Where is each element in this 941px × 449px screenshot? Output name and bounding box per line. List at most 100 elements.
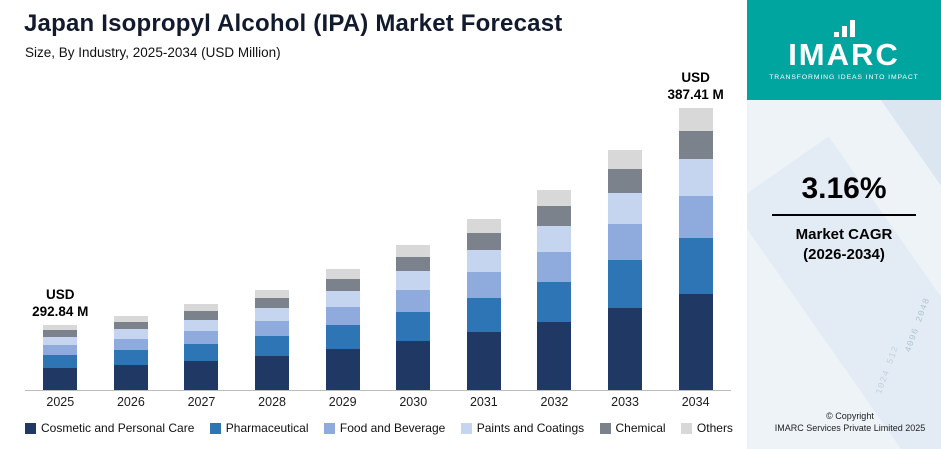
bar-segment-chemical bbox=[43, 330, 78, 337]
bar-segment-food-and-beverage bbox=[255, 321, 290, 336]
logo-bar bbox=[849, 20, 855, 37]
bar-segment-chemical bbox=[184, 311, 219, 320]
bar-column-2031 bbox=[449, 219, 520, 390]
bar-segment-food-and-beverage bbox=[184, 331, 219, 344]
bar-segment-pharmaceutical bbox=[255, 336, 290, 356]
bar-segment-others bbox=[608, 150, 643, 169]
x-axis-label-2028: 2028 bbox=[258, 395, 286, 409]
bar-segment-pharmaceutical bbox=[678, 238, 713, 294]
x-axis-label-2032: 2032 bbox=[540, 395, 569, 409]
stacked-bar-2031 bbox=[466, 219, 501, 390]
legend-label: Cosmetic and Personal Care bbox=[41, 421, 195, 435]
bar-segment-paints-and-coatings bbox=[396, 271, 431, 290]
legend-swatch bbox=[209, 422, 221, 434]
bar-segment-pharmaceutical bbox=[43, 355, 78, 368]
market-cagr-label: Market CAGR bbox=[795, 226, 893, 243]
bar-segment-food-and-beverage bbox=[466, 272, 501, 298]
legend-label: Others bbox=[696, 421, 733, 435]
x-axis-label-2034: 2034 bbox=[681, 395, 710, 409]
legend-swatch bbox=[599, 422, 611, 434]
bar-segment-pharmaceutical bbox=[325, 325, 360, 349]
stacked-bar-2029 bbox=[325, 269, 360, 390]
bar-segment-others bbox=[537, 190, 572, 206]
legend-item-cosmetic-and-personal-care: Cosmetic and Personal Care bbox=[25, 421, 194, 435]
stacked-bar-2025 bbox=[43, 325, 78, 390]
bar-column-2026 bbox=[96, 316, 167, 390]
legend-item-pharmaceutical: Pharmaceutical bbox=[209, 421, 309, 435]
x-axis-label-2029: 2029 bbox=[328, 395, 357, 409]
bar-value-label-2034: USD 387.41 M bbox=[667, 69, 724, 103]
bar-segment-paints-and-coatings bbox=[325, 291, 360, 307]
imarc-logo-icon bbox=[833, 19, 855, 37]
bar-segment-chemical bbox=[678, 131, 713, 159]
bar-segment-food-and-beverage bbox=[43, 345, 78, 355]
bar-segment-chemical bbox=[325, 279, 360, 291]
imarc-tagline: TRANSFORMING IDEAS INTO IMPACT bbox=[769, 74, 919, 81]
stacked-bar-2034 bbox=[678, 108, 713, 390]
x-axis-label-2026: 2026 bbox=[116, 395, 145, 409]
bar-segment-pharmaceutical bbox=[608, 260, 643, 308]
legend-label: Food and Beverage bbox=[339, 421, 446, 435]
stacked-bar-2033 bbox=[608, 150, 643, 390]
x-axis-labels: 2025 2026 2027 2028 2029 2030 2031 2032 2033 2034 bbox=[25, 395, 731, 409]
bar-segment-chemical bbox=[608, 169, 643, 193]
bar-segment-food-and-beverage bbox=[608, 224, 643, 260]
copyright-line1: © Copyright bbox=[826, 411, 874, 421]
x-axis-label-2030: 2030 bbox=[399, 395, 428, 409]
bar-segment-paints-and-coatings bbox=[43, 337, 78, 345]
legend-swatch bbox=[680, 422, 692, 434]
bar-column-2028 bbox=[237, 290, 308, 390]
bar-segment-cosmetic-and-personal-care bbox=[43, 368, 78, 390]
copyright-line2: IMARC Services Private Limited 2025 bbox=[774, 423, 926, 433]
market-cagr-value: 3.16% bbox=[801, 172, 887, 205]
stacked-bar-chart: USD 292.84 M USD 387.41 M bbox=[25, 60, 731, 391]
bar-segment-pharmaceutical bbox=[184, 344, 219, 361]
legend-swatch bbox=[460, 422, 472, 434]
legend-item-chemical: Chemical bbox=[599, 421, 666, 435]
bar-column-2030 bbox=[378, 245, 449, 390]
x-axis-label-2033: 2033 bbox=[611, 395, 639, 409]
bar-segment-cosmetic-and-personal-care bbox=[325, 349, 360, 390]
legend-item-paints-and-coatings: Paints and Coatings bbox=[460, 421, 585, 435]
imarc-logo-text: IMARC bbox=[788, 37, 900, 72]
bar-segment-paints-and-coatings bbox=[608, 193, 643, 224]
legend-label: Pharmaceutical bbox=[225, 421, 309, 435]
legend-item-others: Others bbox=[680, 421, 733, 435]
bar-segment-pharmaceutical bbox=[113, 350, 148, 365]
bar-segment-others bbox=[113, 316, 148, 322]
legend-label: Chemical bbox=[615, 421, 666, 435]
bar-segment-others bbox=[184, 304, 219, 311]
bar-segment-cosmetic-and-personal-care bbox=[255, 356, 290, 390]
page-title: Japan Isopropyl Alcohol (IPA) Market For… bbox=[24, 10, 563, 37]
bar-segment-chemical bbox=[537, 206, 572, 226]
bar-segment-paints-and-coatings bbox=[537, 226, 572, 252]
bar-column-2032 bbox=[519, 190, 590, 390]
bar-segment-cosmetic-and-personal-care bbox=[396, 341, 431, 390]
stacked-bar-2032 bbox=[537, 190, 572, 390]
legend-swatch bbox=[323, 422, 335, 434]
bar-segment-pharmaceutical bbox=[396, 312, 431, 341]
bar-segment-cosmetic-and-personal-care bbox=[608, 308, 643, 390]
page-subtitle: Size, By Industry, 2025-2034 (USD Millio… bbox=[25, 45, 281, 60]
cagr-underline bbox=[772, 214, 916, 216]
imarc-logo-block: IMARC TRANSFORMING IDEAS INTO IMPACT bbox=[747, 0, 941, 100]
bar-column-2025: USD 292.84 M bbox=[25, 286, 96, 390]
legend-label: Paints and Coatings bbox=[476, 421, 585, 435]
bar-segment-cosmetic-and-personal-care bbox=[678, 294, 713, 390]
bar-segment-paints-and-coatings bbox=[255, 308, 290, 321]
bar-column-2034: USD 387.41 M bbox=[660, 69, 731, 390]
legend-swatch bbox=[25, 422, 36, 434]
bar-segment-others bbox=[678, 108, 713, 131]
legend-item-food-and-beverage: Food and Beverage bbox=[323, 421, 446, 435]
bar-segment-cosmetic-and-personal-care bbox=[537, 322, 572, 390]
chart-legend: Cosmetic and Personal Care Pharmaceutical… bbox=[25, 421, 733, 435]
bar-segment-paints-and-coatings bbox=[678, 159, 713, 196]
bar-segment-others bbox=[396, 245, 431, 257]
bar-segment-food-and-beverage bbox=[537, 252, 572, 282]
bar-segment-others bbox=[466, 219, 501, 233]
bar-value-label-2025: USD 292.84 M bbox=[32, 286, 89, 320]
bar-segment-others bbox=[255, 290, 290, 298]
logo-dot bbox=[833, 32, 839, 37]
bar-segment-pharmaceutical bbox=[466, 298, 501, 332]
